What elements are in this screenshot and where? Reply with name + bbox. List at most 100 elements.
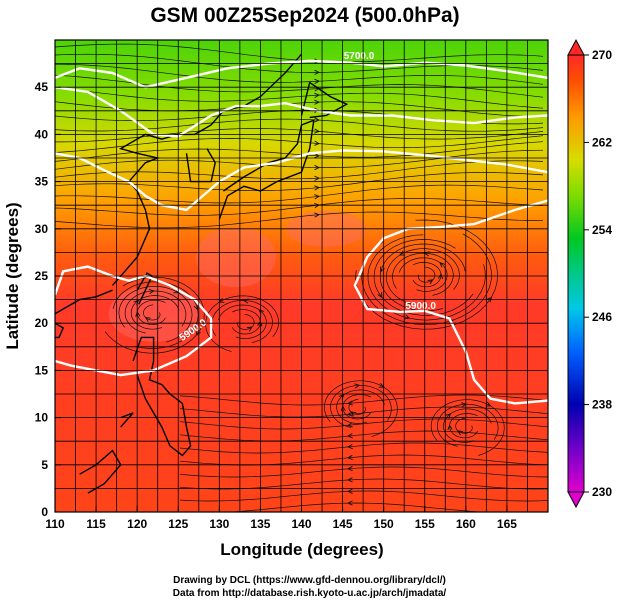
streamline-arrow: [346, 488, 353, 494]
contour-label: 5700.0: [344, 51, 375, 62]
x-tick-label: 125: [168, 517, 188, 531]
colorbar-ticks: 270 262 254 246 238 230: [584, 48, 612, 499]
y-tick-label: 45: [35, 80, 49, 94]
coastline: [55, 322, 65, 339]
streamline: [55, 118, 544, 132]
streamline: [55, 63, 544, 85]
streamline-arrow: [439, 261, 445, 268]
y-axis-ticks: 0 5 10 15 20 25 30 35 40 45: [35, 80, 61, 519]
streamline: [118, 286, 193, 343]
streamline: [130, 295, 180, 330]
streamline: [55, 198, 544, 216]
streamline-arrow: [447, 424, 453, 431]
y-tick-label: 10: [35, 411, 49, 425]
streamline-arrow: [314, 212, 321, 218]
streamline-arrow: [346, 465, 353, 472]
streamline-arrow: [314, 99, 321, 105]
streamline-arrow: [346, 444, 353, 450]
streamline-arrow: [314, 185, 321, 191]
colorbar-tick-label: 254: [592, 223, 612, 237]
streamline-arrow: [314, 128, 321, 134]
streamline-arrow: [148, 288, 155, 295]
streamline: [379, 243, 466, 312]
streamline-arrow: [314, 92, 321, 98]
streamline: [55, 149, 544, 170]
streamline-arrow: [486, 296, 492, 303]
x-tick-label: 115: [86, 517, 106, 531]
streamline-arrow: [314, 153, 321, 159]
y-tick-label: 20: [35, 316, 49, 330]
colorbar-min-arrow: [567, 491, 585, 509]
streamline-arrow: [346, 454, 353, 461]
streamline: [104, 276, 205, 354]
streamline-arrow: [314, 78, 321, 84]
colorbar-tick-label: 230: [592, 485, 612, 499]
x-tick-label: 145: [333, 517, 353, 531]
streamline: [55, 211, 544, 229]
streamline: [430, 399, 505, 456]
grid-lines: [55, 40, 548, 512]
x-tick-label: 165: [497, 517, 517, 531]
y-tick-label: 30: [35, 222, 49, 236]
chart-title: GSM 00Z25Sep2024 (500.0hPa): [150, 4, 459, 27]
streamline-arrow: [346, 422, 353, 428]
x-tick-label: 155: [415, 517, 435, 531]
streamline: [143, 304, 161, 321]
y-tick-label: 5: [41, 458, 48, 472]
streamline-arrow: [377, 292, 383, 299]
coastline: [300, 81, 349, 119]
streamline-arrow: [144, 317, 151, 323]
y-tick-label: 35: [35, 175, 49, 189]
streamline: [55, 141, 544, 162]
streamline-arrow: [314, 140, 321, 146]
streamline-arrow: [195, 330, 201, 336]
streamline: [392, 252, 454, 296]
streamline-arrow: [380, 266, 385, 273]
streamline: [55, 128, 544, 143]
colorbar-body: [567, 54, 585, 493]
streamline: [205, 295, 280, 352]
warm-anomaly: [195, 227, 276, 288]
streamline: [336, 389, 385, 424]
streamline: [412, 262, 442, 288]
height-contour: [55, 265, 213, 377]
streamline-arrow: [246, 326, 253, 332]
streamline: [55, 87, 544, 109]
colorbar-tick-label: 246: [592, 310, 612, 324]
streamline: [55, 43, 544, 63]
streamline-arrow: [314, 69, 321, 75]
x-tick-label: 130: [209, 517, 229, 531]
y-tick-label: 0: [41, 505, 48, 519]
streamline: [55, 135, 544, 153]
streamline-arrow: [346, 477, 353, 483]
streamline-arrow: [346, 400, 353, 406]
streamline-arrow: [346, 411, 353, 417]
streamlines: [55, 43, 548, 512]
streamline: [218, 304, 267, 339]
streamline: [237, 313, 255, 330]
streamline-arrow: [427, 279, 434, 285]
streamline-arrow: [314, 164, 321, 171]
streamline: [449, 413, 478, 439]
streamline: [55, 160, 544, 180]
streamline: [455, 417, 473, 434]
streamline: [373, 239, 474, 316]
streamline-arrow: [193, 304, 199, 311]
streamline: [417, 266, 436, 283]
colorbar-tick-label: 262: [592, 135, 612, 149]
contour-label: 5900.0: [405, 301, 436, 312]
colorbar-max-arrow: [567, 38, 585, 56]
streamline: [55, 172, 544, 192]
streamline: [385, 248, 460, 305]
x-tick-label: 140: [291, 517, 311, 531]
y-tick-label: 40: [35, 127, 49, 141]
colorbar-tick-label: 270: [592, 48, 612, 62]
streamline: [323, 380, 398, 437]
streamline-arrow: [485, 401, 492, 407]
y-tick-label: 25: [35, 269, 49, 283]
streamline: [436, 403, 499, 447]
x-tick-label: 160: [456, 517, 476, 531]
coastline: [132, 336, 192, 457]
streamline-arrow: [314, 117, 321, 123]
